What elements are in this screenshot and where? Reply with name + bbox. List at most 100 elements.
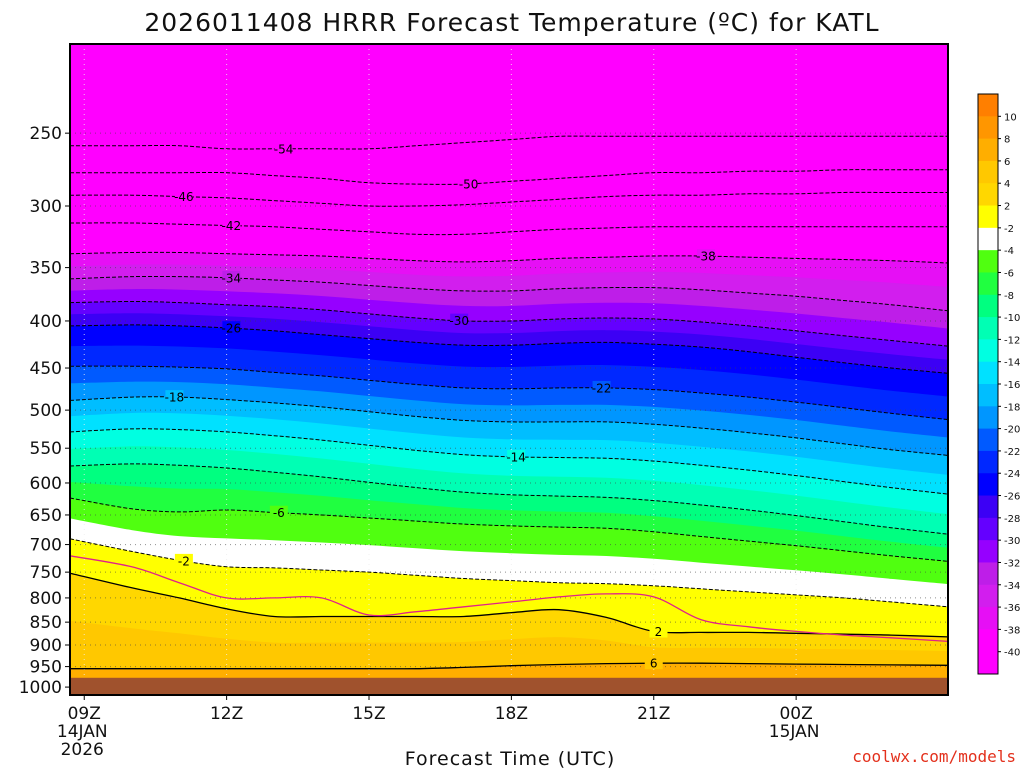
isotherm-label-bg [450,313,469,327]
colorbar-label: -18 [1004,402,1020,413]
colorbar-label: -20 [1004,425,1020,436]
isotherm-line [70,497,948,562]
colorbar-label: -2 [1004,224,1014,235]
x-tick-label: 00Z [779,704,812,724]
isotherm-label-bg [222,270,241,284]
isotherm-label: 6 [650,657,658,671]
colorbar-swatch [978,205,998,229]
x-tick-label: 09Z [68,704,101,724]
x-tick-sublabel: 14JAN [57,722,108,742]
colorbar-label: -36 [1004,603,1020,614]
freezing-line [70,555,948,643]
chart-title: 2026011408 HRRR Forecast Temperature (ºC… [144,8,879,37]
colorbar-label: -8 [1004,291,1014,302]
colorbar-label: -24 [1004,469,1020,480]
isotherm-label: -30 [449,314,469,328]
colorbar-swatch [978,138,998,162]
y-tick-label: 250 [30,124,62,144]
isotherm-line [70,169,948,185]
isotherm-label: 2 [655,625,663,639]
isotherm-line [70,538,948,608]
isotherm-label: -18 [165,391,185,405]
colorbar-swatch [978,562,998,586]
isotherm-label-bg [592,380,611,394]
isotherm-line [70,572,948,638]
isotherm-label-bg [222,218,241,232]
colorbar-swatch [978,183,998,207]
isotherm-label-bg [459,176,478,190]
isotherm-line [70,662,948,670]
y-tick-label: 800 [30,589,62,609]
colorbar-label: -10 [1004,313,1020,324]
colorbar-label: 10 [1004,112,1017,123]
isotherm-label-bg [174,189,193,203]
isotherm-label: -22 [592,381,612,395]
colorbar-label: 8 [1004,135,1010,146]
x-tick-sublabel: 15JAN [769,722,820,742]
y-tick-label: 550 [30,439,62,459]
isotherm-label: -2 [178,554,190,568]
colorbar-swatch [978,317,998,340]
isotherm-label-bg [165,390,184,404]
colorbar-swatch [978,361,998,385]
colorbar-swatch [978,294,998,318]
isotherm-label: -46 [174,190,194,204]
colorbar-label: 6 [1004,157,1010,168]
colorbar-label: -26 [1004,492,1020,503]
colorbar-swatch [978,473,998,497]
x-tick-label: 12Z [210,704,243,724]
colorbar-swatch [978,384,998,407]
colorbar-swatch [978,517,998,541]
isotherm-line [70,463,948,535]
colorbar-swatch [978,584,998,608]
colorbar-label: -40 [1004,648,1020,659]
plot-frame [69,43,949,696]
colorbar: 10 8 6 4 2 -2 -4 -6 -8 -10 -12 -14 -16 -18 -20 -22 -24 -2… [977,93,1020,675]
colorbar-swatch [978,540,998,563]
isotherm-label-bg [507,449,526,463]
colorbar-label: -38 [1004,625,1020,636]
colorbar-label: -16 [1004,380,1020,391]
isotherm-label: -6 [273,506,285,520]
isotherm-label: -26 [222,322,242,336]
colorbar-label: -28 [1004,514,1020,525]
isotherm-label: -54 [274,142,294,156]
colorbar-swatch [978,406,998,430]
y-tick-label: 700 [30,536,62,556]
ground-fill [70,677,948,695]
y-tick-label: 400 [30,312,62,332]
isotherm-line [70,428,948,495]
x-tick-sublabel: 2026 [61,740,104,760]
isotherm-label-bg [174,553,193,567]
isotherm-line [70,365,948,421]
isotherm-line [70,135,948,150]
isotherm-label: -34 [222,271,242,285]
y-tick-label: 750 [30,563,62,583]
isotherm-line [70,300,948,347]
x-tick-label: 18Z [495,704,528,724]
isotherm-label-bg [644,656,663,670]
y-tick-label: 450 [30,359,62,379]
colorbar-swatch [978,272,998,296]
colorbar-swatch [978,607,998,630]
colorbar-swatch [978,160,998,184]
y-tick-label: 850 [30,613,62,633]
colorbar-label: -12 [1004,335,1020,346]
credit-text[interactable]: coolwx.com/models [852,747,1016,766]
y-tick-label: 300 [30,197,62,217]
isotherm-label-bg [269,505,288,519]
plot-area: -54-50-46-42-38-34-30-26-22-18-14-6-226 [70,44,948,695]
isotherm-label: -38 [696,250,716,264]
isotherm-line [70,251,948,264]
isotherm-label-bg [649,624,668,638]
y-axis: 250 300 350 400 450 500 550 600 650 700 750 800 850 9… [19,124,70,698]
colorbar-label: 2 [1004,202,1010,213]
y-tick-label: 1000 [19,678,62,698]
colorbar-swatch [978,495,998,519]
colorbar-label: -32 [1004,558,1020,569]
colorbar-swatch [978,450,998,474]
colorbar-label: -30 [1004,536,1020,547]
colorbar-swatch [978,94,998,117]
colorbar-label: -6 [1004,268,1014,279]
